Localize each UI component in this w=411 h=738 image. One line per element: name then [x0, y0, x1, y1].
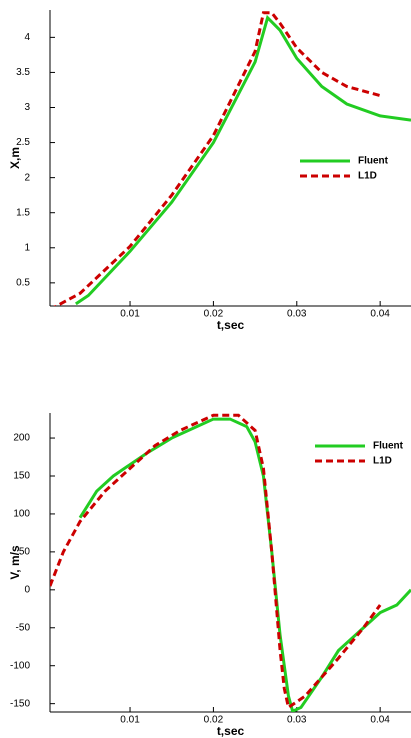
- x-tick-label: 0.04: [370, 715, 390, 726]
- y-tick-label: 100: [13, 509, 30, 520]
- y-tick-label: 3: [24, 102, 30, 113]
- y-tick-label: 1.5: [16, 207, 30, 218]
- x-tick-label: 0.01: [120, 715, 140, 726]
- y-tick-label: 0.5: [16, 277, 30, 288]
- legend-label: L1D: [373, 456, 392, 467]
- x-tick-label: 0.02: [204, 309, 224, 320]
- x-tick-label: 0.01: [120, 309, 140, 320]
- legend-label: Fluent: [358, 156, 389, 167]
- x-axis-label: t,sec: [217, 724, 245, 738]
- y-tick-label: 2.5: [16, 137, 30, 148]
- legend-label: Fluent: [373, 441, 404, 452]
- series-line: [53, 11, 381, 306]
- y-tick-label: 50: [19, 547, 31, 558]
- series-line: [50, 413, 382, 710]
- x-tick-label: 0.03: [287, 309, 307, 320]
- y-tick-label: 150: [13, 471, 30, 482]
- y-axis-label: X,m: [8, 147, 22, 169]
- y-tick-label: -100: [10, 660, 30, 671]
- y-tick-label: -150: [10, 698, 30, 709]
- y-tick-label: 200: [13, 433, 30, 444]
- x-tick-label: 0.04: [370, 309, 390, 320]
- y-tick-label: 3.5: [16, 67, 30, 78]
- x-axis-label: t,sec: [217, 318, 245, 332]
- y-tick-label: 1: [24, 242, 30, 253]
- legend-label: L1D: [358, 171, 377, 182]
- y-tick-label: -50: [16, 622, 31, 633]
- series-line: [78, 417, 411, 712]
- y-tick-label: 0: [24, 584, 30, 595]
- series-line: [75, 14, 411, 306]
- x-tick-label: 0.03: [287, 715, 307, 726]
- y-tick-label: 2: [24, 172, 30, 183]
- y-tick-label: 4: [24, 32, 30, 43]
- x-tick-label: 0.02: [204, 715, 224, 726]
- y-axis-label: V, m/s: [8, 545, 22, 580]
